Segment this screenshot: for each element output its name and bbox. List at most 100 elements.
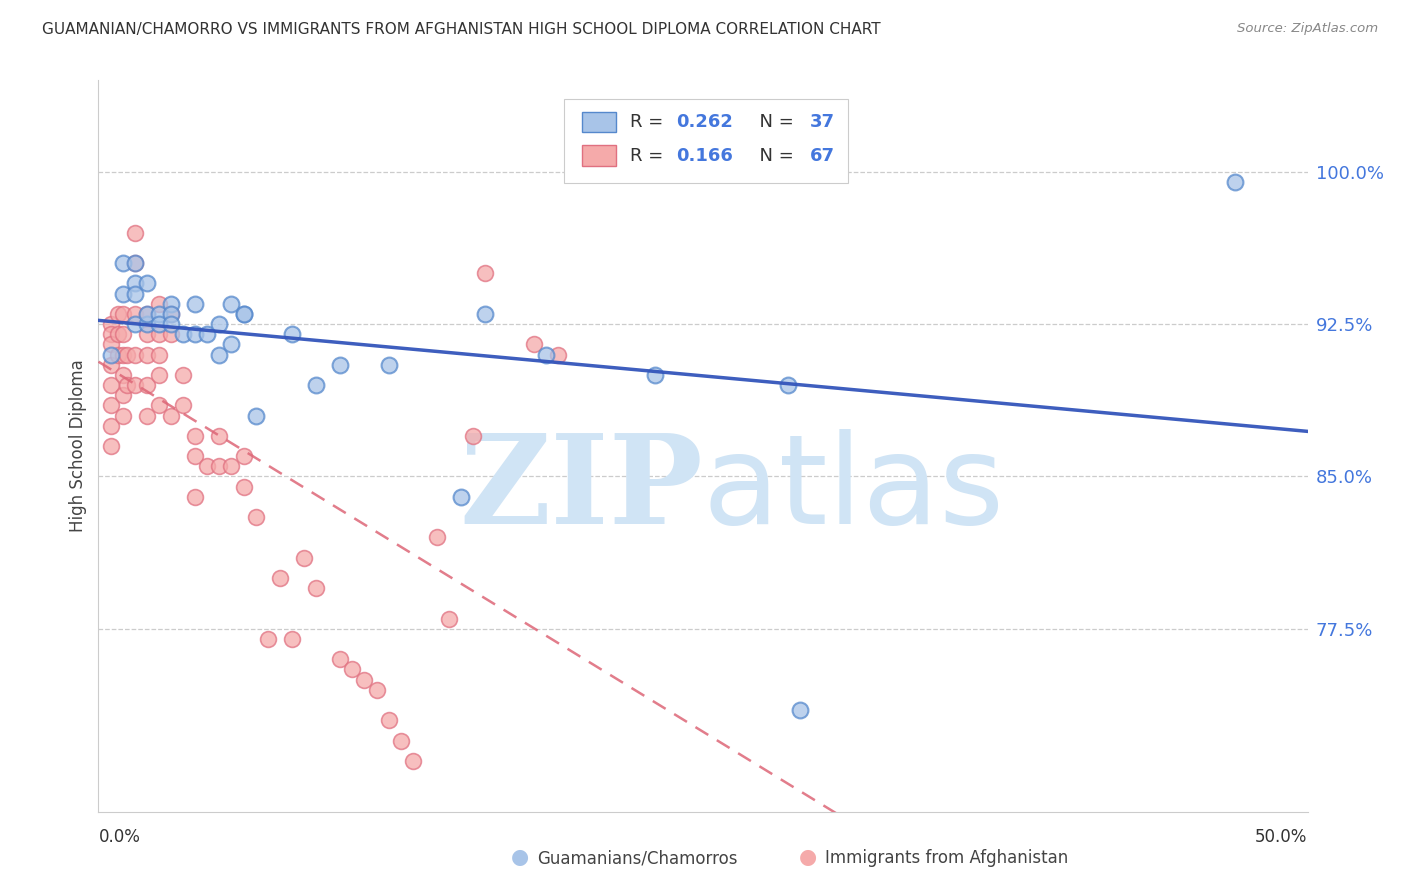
Point bbox=[160, 297, 183, 311]
Point bbox=[100, 418, 122, 433]
Point bbox=[160, 327, 183, 342]
Text: Immigrants from Afghanistan: Immigrants from Afghanistan bbox=[825, 849, 1069, 867]
Point bbox=[148, 307, 170, 321]
Text: GUAMANIAN/CHAMORRO VS IMMIGRANTS FROM AFGHANISTAN HIGH SCHOOL DIPLOMA CORRELATIO: GUAMANIAN/CHAMORRO VS IMMIGRANTS FROM AF… bbox=[42, 22, 880, 37]
Point bbox=[426, 531, 449, 545]
Point bbox=[100, 337, 122, 351]
Point bbox=[111, 256, 134, 270]
Point bbox=[148, 297, 170, 311]
Point bbox=[172, 327, 194, 342]
Point bbox=[1223, 175, 1246, 189]
Point bbox=[135, 347, 157, 362]
Point bbox=[124, 286, 146, 301]
Point bbox=[160, 317, 183, 331]
Point bbox=[269, 571, 291, 585]
Point bbox=[160, 307, 183, 321]
Point bbox=[208, 429, 231, 443]
Point bbox=[111, 286, 134, 301]
Point bbox=[100, 327, 122, 342]
Point bbox=[124, 378, 146, 392]
Text: 0.0%: 0.0% bbox=[98, 828, 141, 846]
Text: Source: ZipAtlas.com: Source: ZipAtlas.com bbox=[1237, 22, 1378, 36]
Text: ●: ● bbox=[800, 847, 817, 867]
Point bbox=[148, 317, 170, 331]
Point bbox=[184, 490, 207, 504]
Point bbox=[292, 550, 315, 565]
Point bbox=[208, 317, 231, 331]
Point bbox=[437, 612, 460, 626]
Text: 37: 37 bbox=[810, 113, 834, 131]
Text: atlas: atlas bbox=[703, 429, 1005, 550]
Point bbox=[135, 327, 157, 342]
Point bbox=[148, 368, 170, 382]
Text: ●: ● bbox=[512, 847, 529, 867]
Point bbox=[111, 307, 134, 321]
Point bbox=[100, 439, 122, 453]
Point bbox=[221, 297, 243, 311]
Point bbox=[135, 378, 157, 392]
Point bbox=[100, 358, 122, 372]
Point bbox=[135, 307, 157, 321]
Point bbox=[221, 337, 243, 351]
Point bbox=[148, 327, 170, 342]
Point bbox=[463, 429, 485, 443]
Point bbox=[117, 347, 139, 362]
Point bbox=[281, 327, 304, 342]
Point bbox=[160, 409, 183, 423]
Point bbox=[111, 347, 134, 362]
Point bbox=[232, 307, 254, 321]
Text: 50.0%: 50.0% bbox=[1256, 828, 1308, 846]
Point bbox=[342, 663, 364, 677]
Text: 0.262: 0.262 bbox=[676, 113, 734, 131]
Point bbox=[776, 378, 799, 392]
Point bbox=[124, 256, 146, 270]
Point bbox=[221, 459, 243, 474]
Point bbox=[107, 307, 129, 321]
Point bbox=[100, 398, 122, 412]
Text: N =: N = bbox=[748, 113, 799, 131]
Point bbox=[107, 347, 129, 362]
Point bbox=[256, 632, 278, 646]
Point bbox=[789, 703, 811, 717]
Text: R =: R = bbox=[630, 113, 669, 131]
Point bbox=[111, 388, 134, 402]
Point bbox=[195, 327, 218, 342]
Point bbox=[100, 378, 122, 392]
Point bbox=[111, 409, 134, 423]
Text: R =: R = bbox=[630, 146, 669, 165]
Point bbox=[644, 368, 666, 382]
Point bbox=[184, 429, 207, 443]
Text: ZIP: ZIP bbox=[460, 429, 703, 550]
Point bbox=[305, 581, 328, 595]
Point bbox=[208, 347, 231, 362]
FancyBboxPatch shape bbox=[564, 99, 848, 183]
Point bbox=[208, 459, 231, 474]
Point bbox=[353, 673, 375, 687]
Point bbox=[534, 347, 557, 362]
Point bbox=[366, 682, 388, 697]
Point bbox=[305, 378, 328, 392]
Point bbox=[107, 327, 129, 342]
Point bbox=[547, 347, 569, 362]
Point bbox=[124, 226, 146, 240]
Point bbox=[329, 358, 352, 372]
Point bbox=[135, 409, 157, 423]
Point bbox=[474, 266, 496, 280]
Point bbox=[377, 358, 399, 372]
Point bbox=[124, 256, 146, 270]
Point bbox=[232, 480, 254, 494]
FancyBboxPatch shape bbox=[582, 112, 616, 132]
Point bbox=[135, 277, 157, 291]
Point bbox=[281, 632, 304, 646]
Point bbox=[100, 317, 122, 331]
Point bbox=[124, 317, 146, 331]
Point bbox=[148, 347, 170, 362]
Point bbox=[160, 307, 183, 321]
Point bbox=[124, 277, 146, 291]
Point bbox=[184, 449, 207, 463]
Point bbox=[184, 327, 207, 342]
Text: 0.166: 0.166 bbox=[676, 146, 734, 165]
Y-axis label: High School Diploma: High School Diploma bbox=[69, 359, 87, 533]
Text: N =: N = bbox=[748, 146, 799, 165]
Point bbox=[135, 317, 157, 331]
